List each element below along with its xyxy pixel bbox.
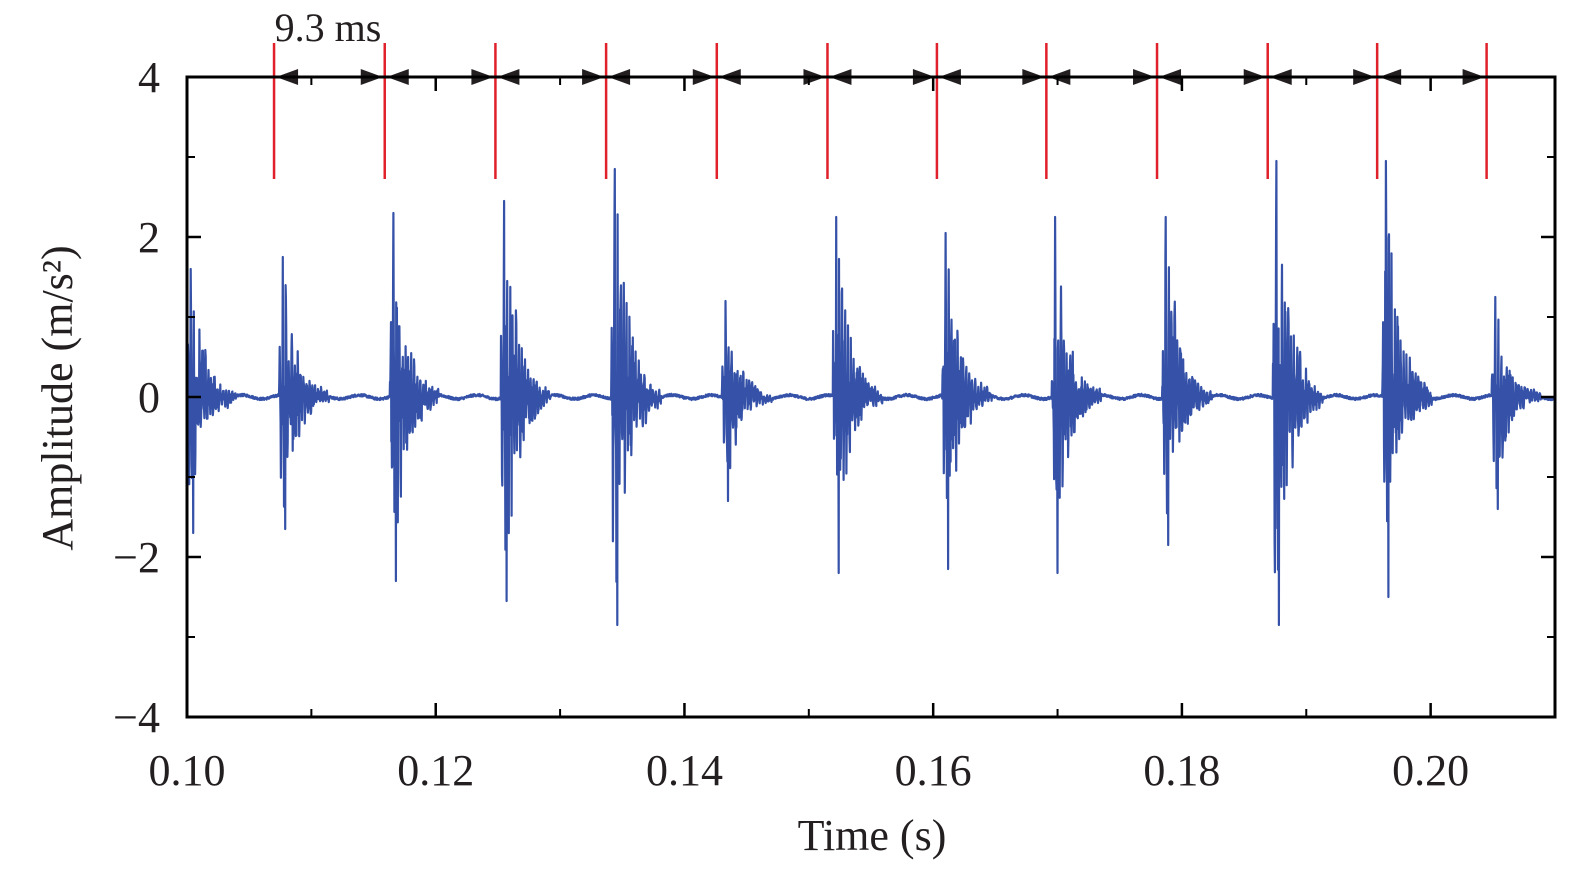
period-annotation: 9.3 ms: [275, 5, 382, 50]
y-tick-label: −2: [113, 533, 160, 582]
x-tick-label: 0.18: [1143, 746, 1220, 795]
x-axis-ticks: 0.10 0.12 0.14 0.16 0.18 0.20: [149, 77, 1556, 795]
signal-line: [185, 159, 1556, 627]
y-tick-label: 4: [138, 53, 160, 102]
signal-series: [185, 159, 1556, 627]
x-tick-label: 0.10: [149, 746, 226, 795]
y-axis-title: Amplitude (m/s²): [33, 245, 82, 550]
y-tick-label: 0: [138, 373, 160, 422]
x-tick-label: 0.20: [1392, 746, 1469, 795]
impulse-markers: [272, 43, 1488, 179]
y-tick-label: −4: [113, 693, 160, 742]
x-tick-label: 0.16: [895, 746, 972, 795]
y-axis-ticks: −4 −2 0 2 4: [113, 53, 1555, 742]
y-tick-label: 2: [138, 213, 160, 262]
x-axis-title: Time (s): [798, 811, 947, 860]
x-tick-label: 0.12: [397, 746, 474, 795]
x-tick-label: 0.14: [646, 746, 723, 795]
